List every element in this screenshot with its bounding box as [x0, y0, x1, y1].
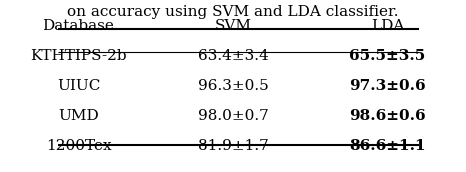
Text: on accuracy using SVM and LDA classifier.: on accuracy using SVM and LDA classifier… — [67, 5, 399, 19]
